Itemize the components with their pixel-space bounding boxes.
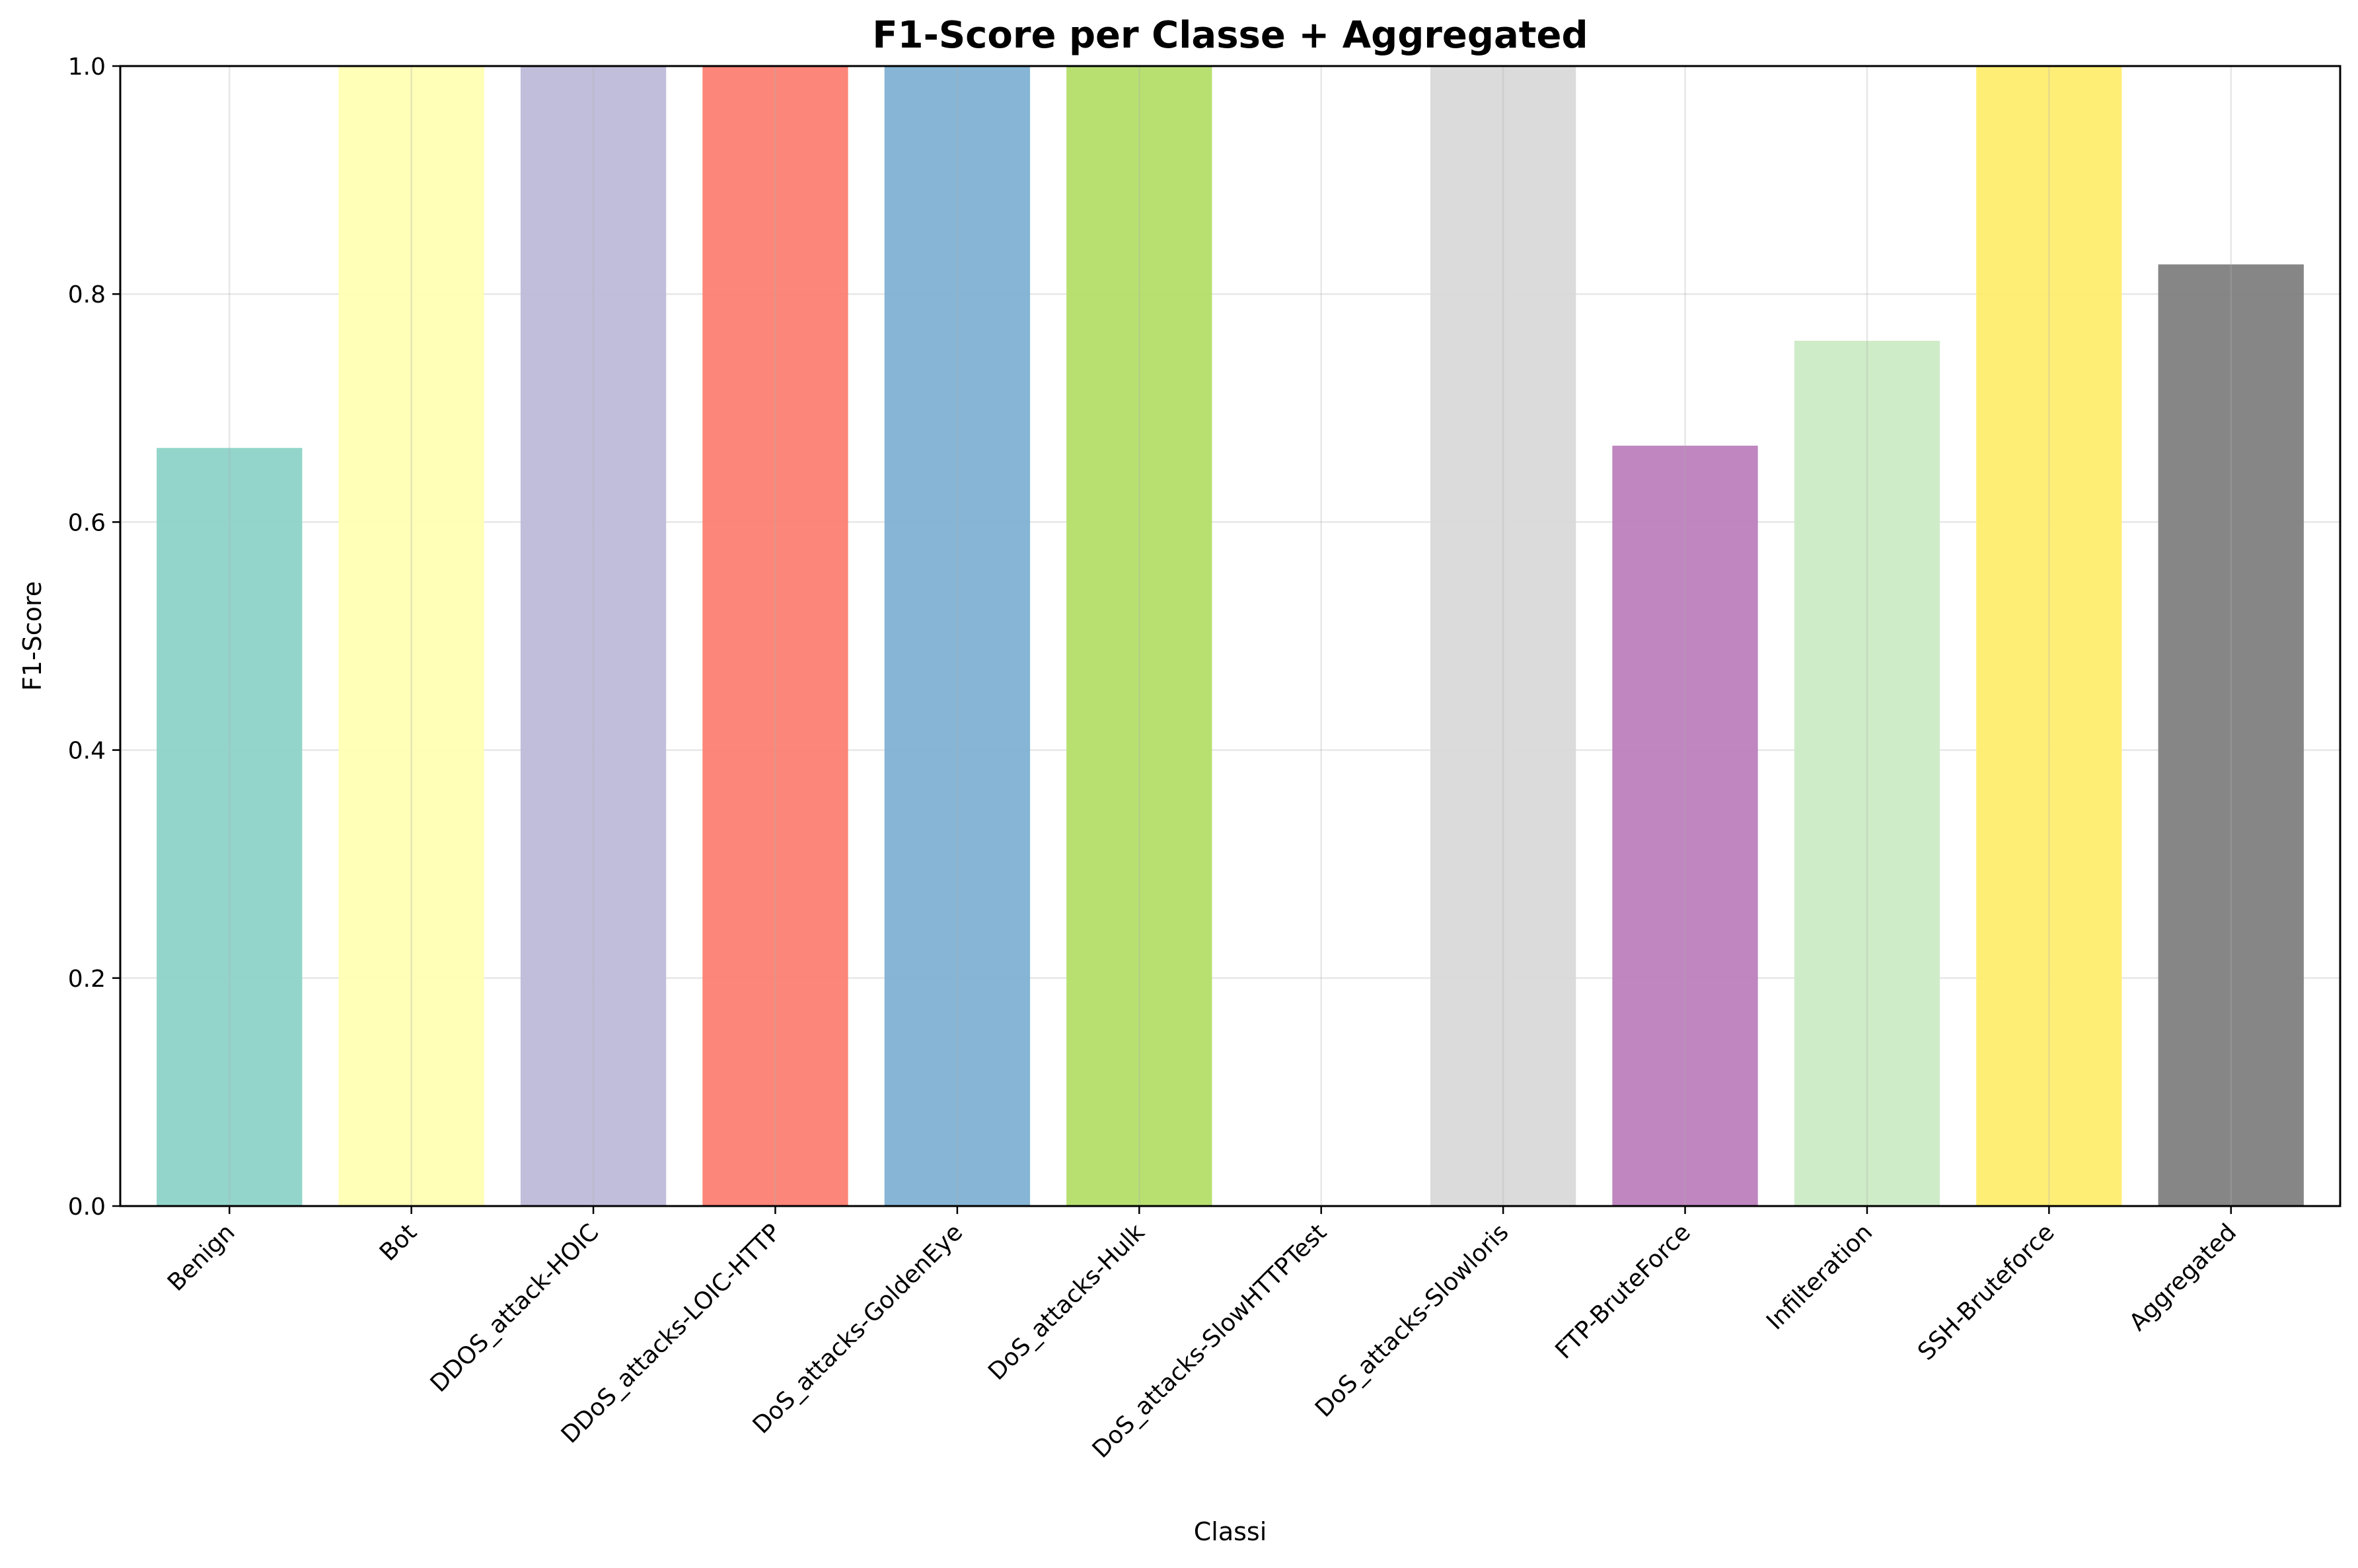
bar-dos-attacks-hulk: [1066, 66, 1212, 1206]
plot-frame: [119, 65, 2341, 1207]
plot-area: [120, 66, 2340, 1206]
y-tick-label: 0.8: [68, 281, 106, 308]
bar-ftp-bruteforce: [1612, 445, 1758, 1206]
bar-ddos-attacks-loic-http: [702, 66, 848, 1206]
bar-bot: [338, 66, 484, 1206]
bar-benign: [157, 448, 303, 1207]
vertical-grid-lines: [228, 66, 2232, 1206]
y-tick-label: 0.4: [68, 738, 106, 765]
y-tick-label: 0.2: [68, 966, 106, 993]
chart-title: F1-Score per Classe + Aggregated: [872, 14, 1588, 57]
y-tick-label: 0.0: [68, 1194, 106, 1221]
bar-aggregated: [2158, 264, 2304, 1207]
y-axis-label: F1-Score: [18, 581, 47, 691]
x-axis-label: Classi: [1194, 1517, 1267, 1546]
bar-dos-attacks-goldeneye: [884, 66, 1031, 1206]
bar-infilteration: [1794, 340, 1940, 1206]
y-axis-ticks: 0.0 0.2 0.4 0.6 0.8 1.0: [68, 53, 120, 1221]
y-tick-label: 0.6: [68, 509, 106, 536]
bars: [157, 66, 2304, 1207]
bar-ddos-attack-hoic: [520, 66, 667, 1206]
bar-ssh-bruteforce: [1976, 66, 2122, 1206]
bar-dos-attacks-slowloris: [1430, 66, 1576, 1206]
y-tick-label: 1.0: [68, 53, 106, 81]
